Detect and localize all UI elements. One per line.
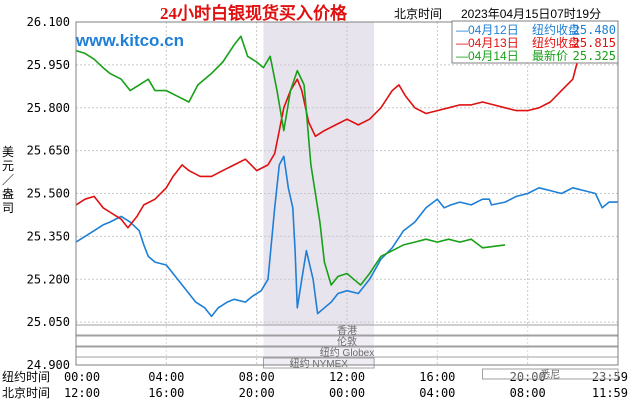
- legend-box: [451, 20, 619, 64]
- x-tick-label-bj: 04:00: [419, 386, 455, 400]
- series-lines: [75, 35, 618, 318]
- session-bar: [262, 357, 375, 369]
- x-tick-label-ny: 12:00: [329, 370, 365, 384]
- y-axis-title-char: 司: [2, 201, 14, 215]
- watermark-logo: www.kitco.cn: [75, 31, 184, 50]
- session-label: 纽约 NYMEX: [290, 357, 349, 370]
- y-tick-label: 25.200: [27, 272, 70, 286]
- y-tick-label: 25.050: [27, 315, 70, 329]
- y-tick-label: 24.900: [27, 358, 70, 372]
- series-line-3: [75, 35, 506, 286]
- x-row-label-ny: 纽约时间: [2, 369, 50, 384]
- session-label: 伦敦: [337, 335, 357, 348]
- x-tick-label-ny: 08:00: [239, 370, 275, 384]
- legend-date: —04月14日: [456, 49, 519, 63]
- x-tick-label-ny: 23:59: [592, 370, 628, 384]
- y-axis-title-char: 元: [2, 159, 14, 173]
- x-tick-label-ny: 16:00: [419, 370, 455, 384]
- x-tick-label-ny: 04:00: [148, 370, 184, 384]
- session-label: 纽约 Globex: [320, 346, 374, 359]
- y-tick-label: 26.100: [27, 15, 70, 29]
- session-bar: [482, 368, 619, 380]
- chart-subtitle: 北京时间: [394, 7, 442, 21]
- legend-value: 25.325: [573, 49, 616, 63]
- x-tick-label-ny: 00:00: [64, 370, 100, 384]
- legend-value: 25.480: [573, 23, 616, 37]
- grid-lines: [76, 21, 618, 366]
- y-tick-label: 25.650: [27, 144, 70, 158]
- chart-title: 24小时白银现货买入价格: [160, 3, 348, 23]
- y-axis-title-char: 盎: [2, 187, 14, 201]
- session-label: 悉尼: [540, 369, 560, 381]
- legend-date: —04月12日: [456, 23, 519, 37]
- legend-label: 纽约收盘: [532, 22, 580, 37]
- x-row-label-bj: 北京时间: [2, 386, 50, 400]
- x-tick-label-bj: 12:00: [64, 386, 100, 400]
- chart-timestamp: 2023年04月15日07时19分: [461, 7, 601, 21]
- y-tick-label: 25.350: [27, 229, 70, 243]
- legend-value: 25.815: [573, 36, 616, 50]
- legend-date: —04月13日: [456, 36, 519, 50]
- x-tick-label-bj: 11:59: [592, 386, 628, 400]
- plot-frame: [75, 21, 619, 366]
- y-tick-label: 25.950: [27, 58, 70, 72]
- session-label: 香港: [337, 325, 357, 337]
- y-tick-label: 25.500: [27, 187, 70, 201]
- x-tick-label-ny: 20:00: [510, 370, 546, 384]
- y-axis-title: 美元／盎司: [2, 145, 14, 215]
- x-tick-label-bj: 00:00: [329, 386, 365, 400]
- x-tick-label-bj: 08:00: [510, 386, 546, 400]
- legend-label: 纽约收盘: [532, 35, 580, 50]
- x-tick-label-bj: 16:00: [148, 386, 184, 400]
- series-line-1: [75, 155, 618, 318]
- y-axis-title-char: 美: [2, 145, 14, 159]
- y-axis-title-char: ／: [2, 173, 14, 187]
- y-axis: 26.100 25.950 25.800 25.650 25.500 25.350 25.2…: [27, 15, 70, 372]
- y-tick-label: 25.800: [27, 101, 70, 115]
- x-axis: 00:00 12:00 04:00 16:00 08:00 20:00 12:00 00:00…: [64, 370, 628, 400]
- x-tick-label-bj: 20:00: [239, 386, 275, 400]
- legend-label: 最新价: [532, 48, 568, 63]
